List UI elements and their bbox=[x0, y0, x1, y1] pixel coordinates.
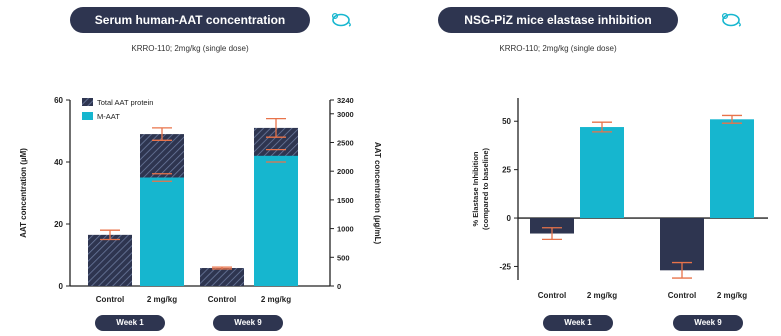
y-tick-label: 50 bbox=[502, 117, 511, 126]
right-subtitle: KRRO-110; 2mg/kg (single dose) bbox=[499, 44, 617, 53]
x-tick-label: Control bbox=[668, 291, 696, 300]
mouse-icon bbox=[721, 12, 741, 27]
week9-label: Week 9 bbox=[213, 315, 283, 331]
x-tick-label: 2 mg/kg bbox=[717, 291, 747, 300]
y2-tick-label: 3240 bbox=[337, 96, 354, 105]
y-tick-label: 60 bbox=[54, 96, 63, 105]
aat-concentration-chart: 0 20 40 60 0 500 1000 1500 2000 2500 3000 3240 AAT c… bbox=[19, 96, 382, 304]
mouse-icon bbox=[331, 12, 351, 27]
x-tick-label: 2 mg/kg bbox=[261, 295, 291, 304]
week1-label: Week 1 bbox=[543, 315, 613, 331]
y-axis-title: AAT concentration (µM) bbox=[19, 148, 28, 238]
y2-tick-label: 0 bbox=[337, 282, 341, 291]
legend-label-total: Total AAT protein bbox=[97, 98, 153, 107]
right-panel: NSG-PiZ mice elastase inhibition KRRO-11… bbox=[390, 0, 781, 336]
x-tick-label: Control bbox=[538, 291, 566, 300]
y2-axis-title: AAT concentration (µg/mL) bbox=[373, 142, 382, 245]
x-tick-label: Control bbox=[208, 295, 236, 304]
bar-treated bbox=[580, 127, 624, 219]
y-tick-label: 20 bbox=[54, 220, 63, 229]
bar-total-aat bbox=[88, 234, 132, 286]
left-banner: Serum human-AAT concentration bbox=[70, 7, 310, 33]
week1-label: Week 1 bbox=[95, 315, 165, 331]
right-banner-title: NSG-PiZ mice elastase inhibition bbox=[464, 13, 652, 27]
right-banner: NSG-PiZ mice elastase inhibition bbox=[438, 7, 678, 33]
y2-tick-label: 500 bbox=[337, 253, 350, 262]
y2-tick-label: 2000 bbox=[337, 167, 354, 176]
y-tick-label: 40 bbox=[54, 158, 63, 167]
legend-label-maat: M-AAT bbox=[97, 112, 120, 121]
y-tick-label: -25 bbox=[499, 262, 511, 271]
y-tick-label: 25 bbox=[502, 166, 511, 175]
y2-tick-label: 3000 bbox=[337, 110, 354, 119]
bar-m-aat bbox=[254, 155, 298, 286]
y-tick-label: 0 bbox=[59, 282, 64, 291]
elastase-inhibition-chart: -25 0 25 50 % Elastase Inhibition (compared t… bbox=[471, 98, 768, 300]
left-subtitle: KRRO-110; 2mg/kg (single dose) bbox=[131, 44, 249, 53]
y-axis-title: (compared to baseline) bbox=[481, 147, 490, 230]
week9-label: Week 9 bbox=[673, 315, 743, 331]
bar-treated bbox=[710, 119, 754, 219]
y2-tick-label: 1500 bbox=[337, 196, 354, 205]
bar-total-aat bbox=[200, 268, 244, 286]
left-panel: Serum human-AAT concentration KRRO-110; … bbox=[0, 0, 390, 336]
x-tick-label: 2 mg/kg bbox=[587, 291, 617, 300]
x-tick-label: 2 mg/kg bbox=[147, 295, 177, 304]
bar-control bbox=[660, 218, 704, 271]
y2-tick-label: 1000 bbox=[337, 225, 354, 234]
bar-m-aat bbox=[140, 177, 184, 286]
bar-control bbox=[530, 218, 574, 234]
y2-tick-label: 2500 bbox=[337, 138, 354, 147]
left-banner-title: Serum human-AAT concentration bbox=[94, 13, 286, 27]
y-axis-title: % Elastase Inhibition bbox=[471, 151, 480, 226]
x-tick-label: Control bbox=[96, 295, 124, 304]
legend-swatch-maat bbox=[82, 112, 93, 120]
legend-swatch-total bbox=[82, 98, 93, 106]
y-tick-label: 0 bbox=[507, 214, 512, 223]
